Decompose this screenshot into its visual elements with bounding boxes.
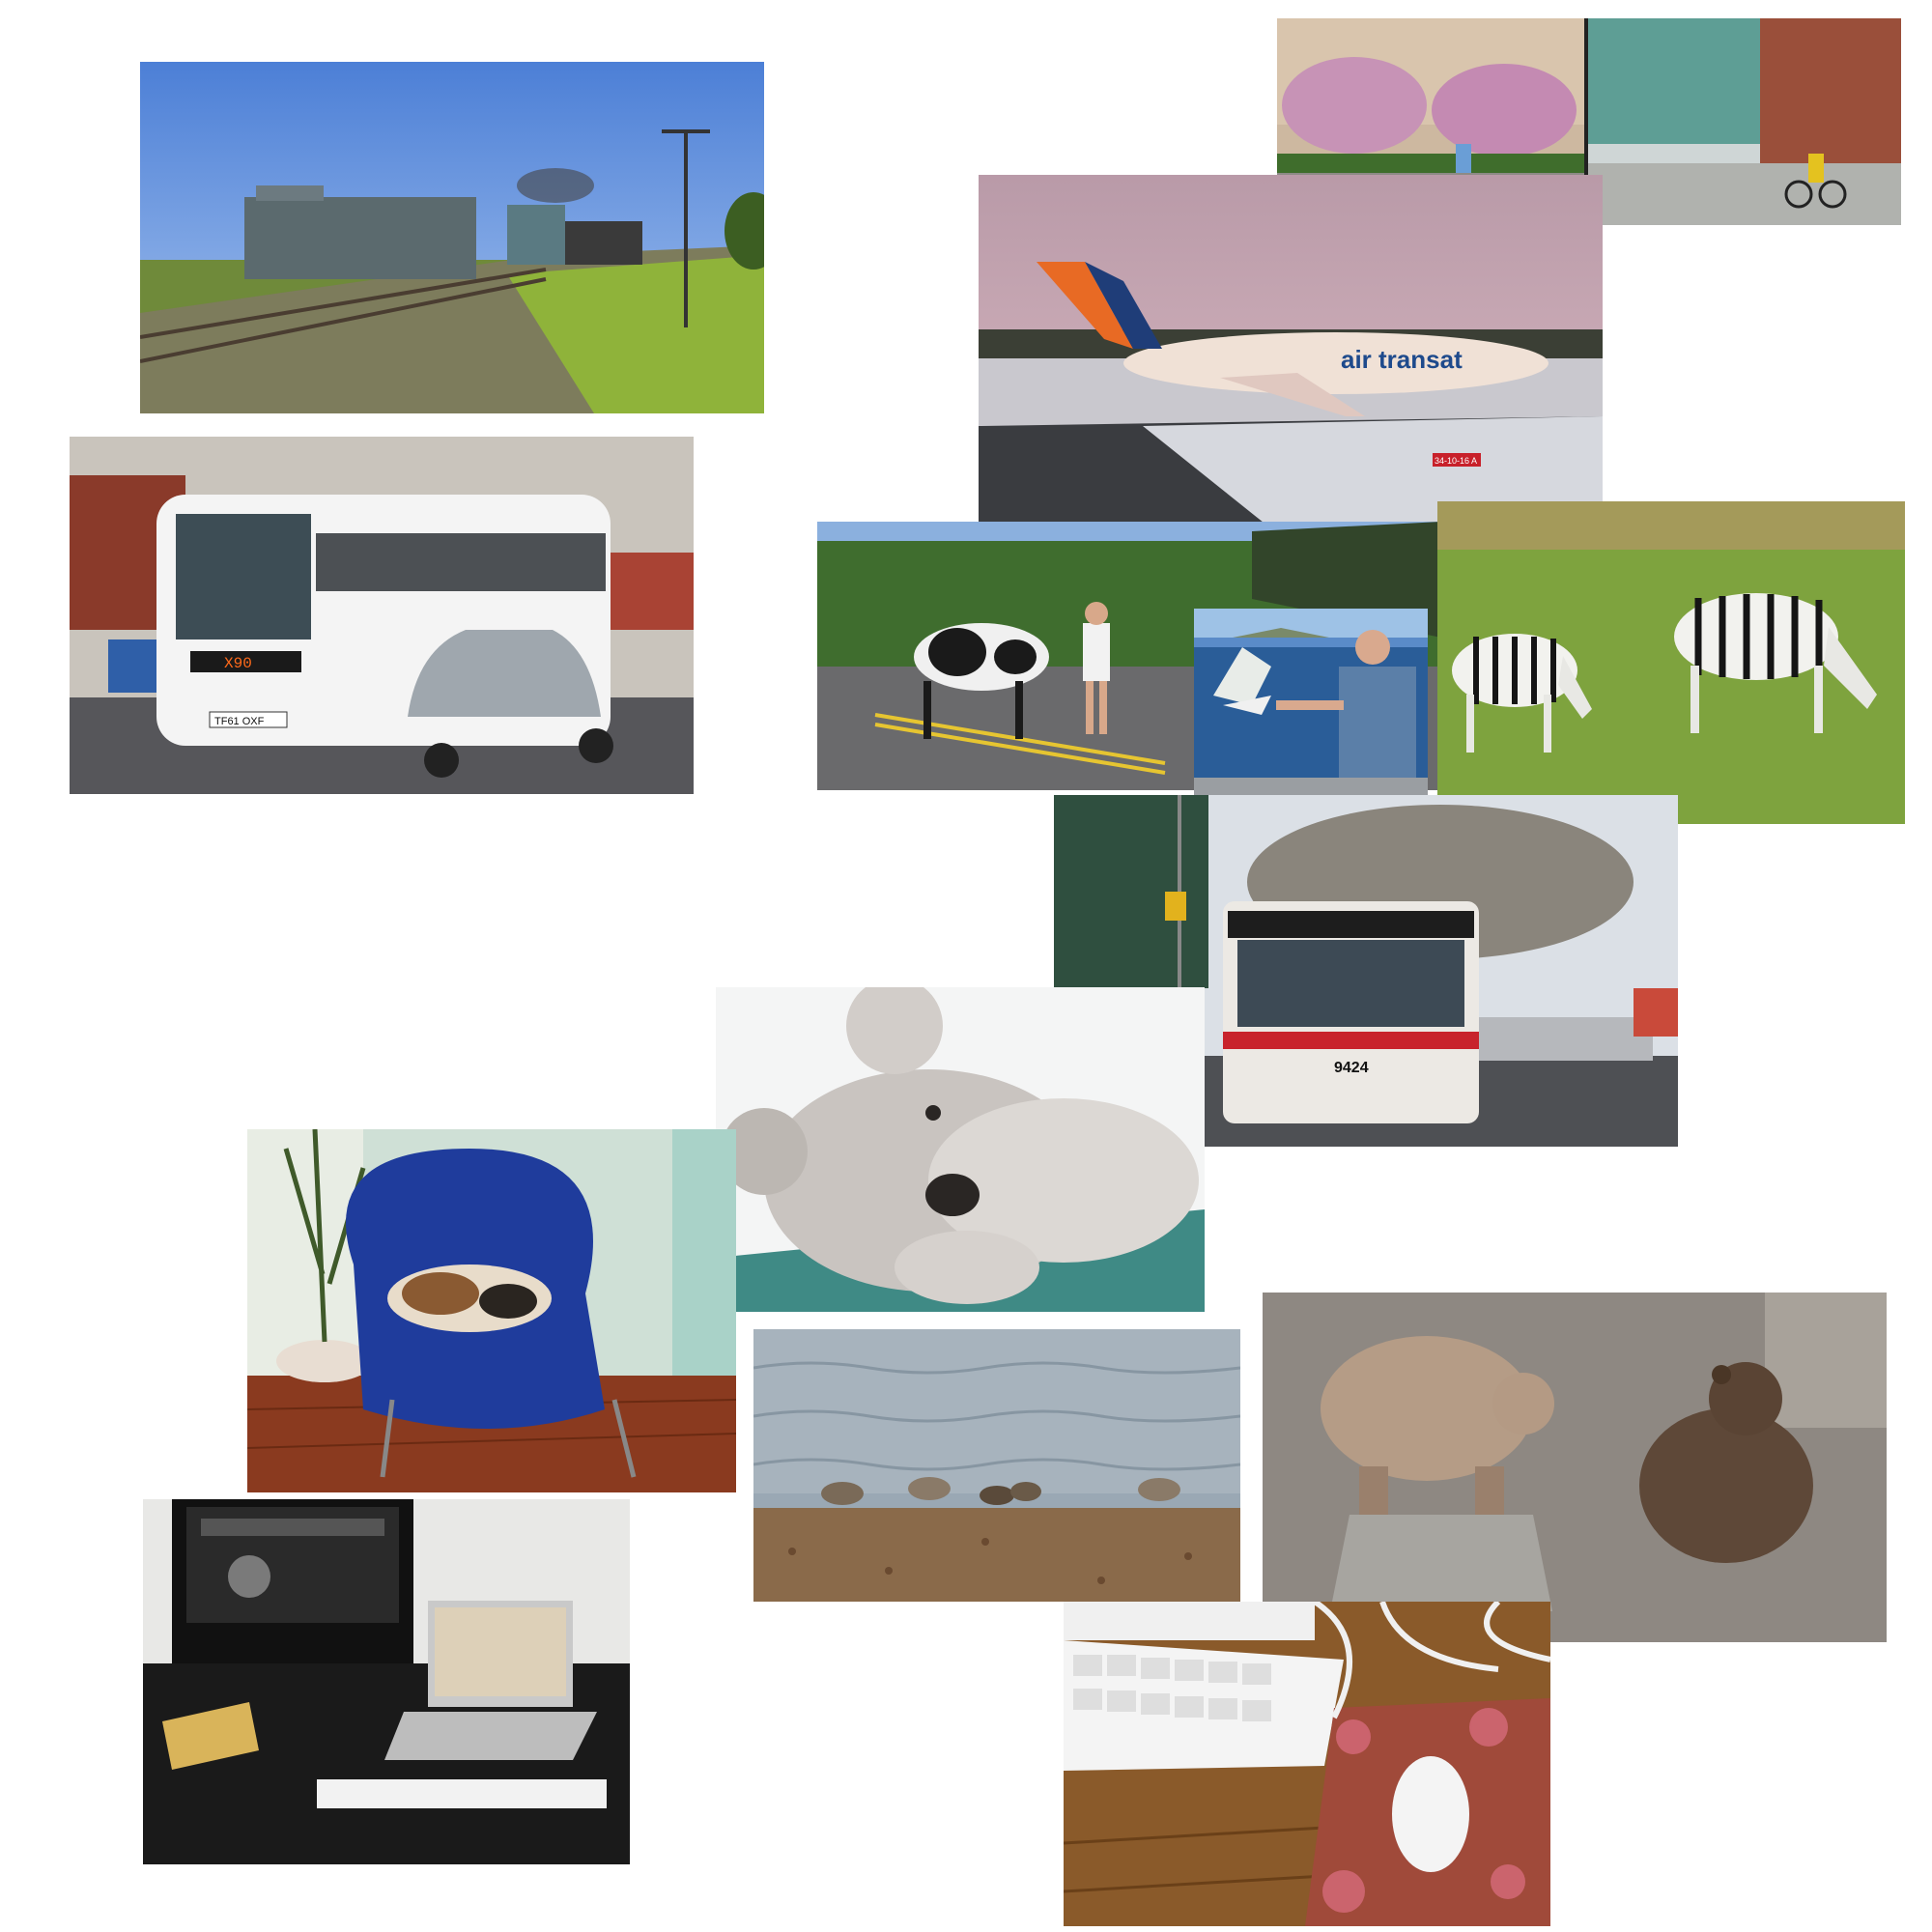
gull-photo <box>1194 609 1428 798</box>
coach-photo: X90 TF61 OXF <box>70 437 694 794</box>
zebras-photo <box>1437 501 1905 824</box>
shorebirds-photo <box>753 1329 1240 1602</box>
airplane-photo: air transat 34-10-16 A <box>979 175 1603 542</box>
runway-sign-text: 34-10-16 A <box>1435 456 1477 466</box>
train-photo <box>140 62 764 413</box>
trolleybus-number-text: 9424 <box>1334 1060 1369 1076</box>
airline-livery-text: air transat <box>1341 345 1463 374</box>
teddy-photo <box>716 987 1205 1312</box>
bears-photo <box>1263 1293 1887 1642</box>
coach-plate-text: TF61 OXF <box>214 716 265 727</box>
cat-chair-photo <box>247 1129 736 1492</box>
desk-photo <box>143 1499 630 1864</box>
keyboard-photo <box>1064 1602 1550 1926</box>
coach-route-text: X90 <box>224 655 252 672</box>
